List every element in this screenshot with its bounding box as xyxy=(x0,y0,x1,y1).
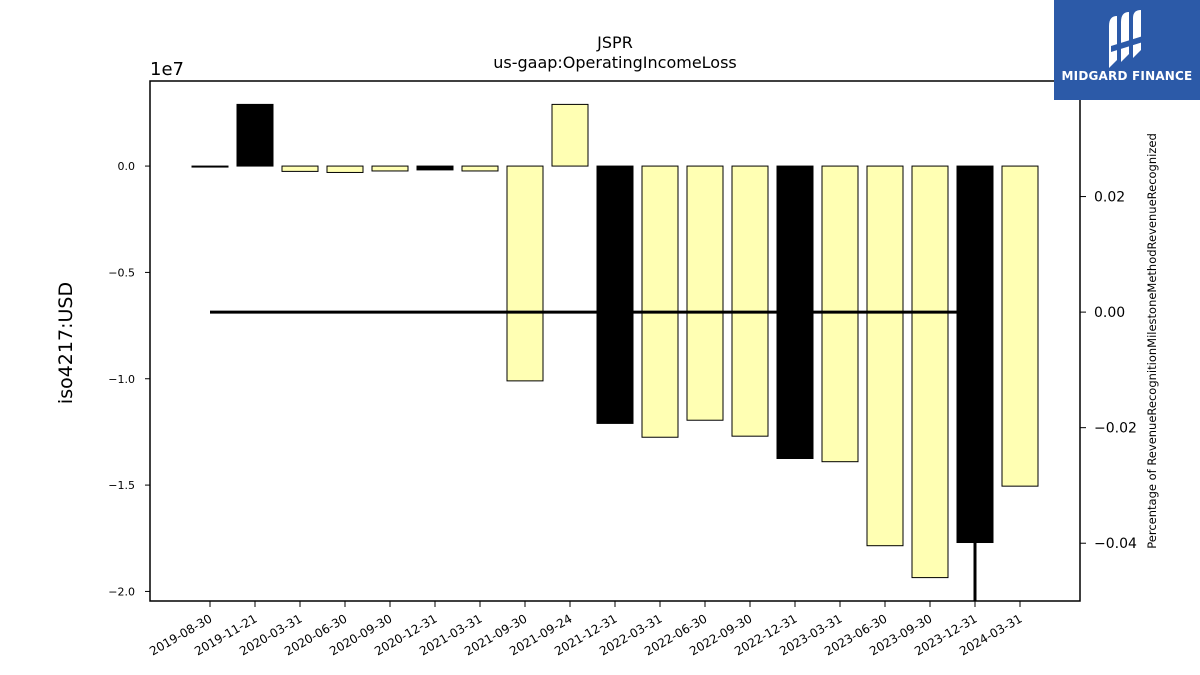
bar-2022-09-30 xyxy=(731,165,769,437)
bars-group xyxy=(191,103,1039,579)
bar-2020-12-31 xyxy=(416,165,454,171)
y-tick-label: −2.0 xyxy=(108,585,135,598)
y-tick-label: 0.0 xyxy=(118,160,136,173)
overlay-group xyxy=(210,310,977,601)
y2-axis-label: Percentage of RevenueRecognitionMileston… xyxy=(1145,133,1159,549)
brand-logo: MIDGARD FINANCE xyxy=(1054,0,1200,100)
bar-2021-09-24 xyxy=(551,103,589,167)
logo-mark-icon xyxy=(1109,10,1143,68)
bar-2021-12-31 xyxy=(596,165,634,424)
chart-title: JSPR xyxy=(596,33,633,52)
bar-2024-03-31 xyxy=(1001,165,1039,487)
bar-2023-06-30 xyxy=(866,165,904,547)
y-axis-label: iso4217:USD xyxy=(55,282,77,404)
y2-tick-label: −0.02 xyxy=(1094,421,1137,437)
bar-2020-06-30 xyxy=(326,165,364,173)
bar-2020-03-31 xyxy=(281,165,319,172)
bar-2022-03-31 xyxy=(641,165,679,438)
chart-subtitle: us-gaap:OperatingIncomeLoss xyxy=(493,53,737,72)
bar-2023-09-30 xyxy=(911,165,949,579)
x-axis-ticks: 2019-08-302019-11-212020-03-312020-06-30… xyxy=(147,601,1025,658)
bar-2019-08-30 xyxy=(191,165,229,168)
plot-frame xyxy=(149,80,1081,602)
y-axis-offset-label: 1e7 xyxy=(150,59,184,80)
bar-2021-09-30 xyxy=(506,165,544,382)
bar-2023-12-31 xyxy=(956,165,994,544)
y2-tick-label: 0.00 xyxy=(1094,305,1125,321)
y-tick-label: −1.0 xyxy=(108,373,135,386)
y-tick-label: −0.5 xyxy=(108,266,135,279)
y2-tick-label: −0.04 xyxy=(1094,536,1137,552)
bar-2019-11-21 xyxy=(236,103,274,167)
y2-axis-ticks: 0.040.020.00−0.02−0.04 xyxy=(1080,74,1137,552)
y2-tick-label: 0.02 xyxy=(1094,190,1125,206)
y-tick-label: −1.5 xyxy=(108,479,135,492)
bar-2022-06-30 xyxy=(686,165,724,421)
bar-2020-09-30 xyxy=(371,165,409,172)
bar-2023-03-31 xyxy=(821,165,859,463)
y-axis-ticks: 0.0 −0.5 −1.0 −1.5 −2.0 xyxy=(108,160,150,598)
logo-text: MIDGARD FINANCE xyxy=(1061,69,1193,83)
bar-2021-03-31 xyxy=(461,165,499,172)
